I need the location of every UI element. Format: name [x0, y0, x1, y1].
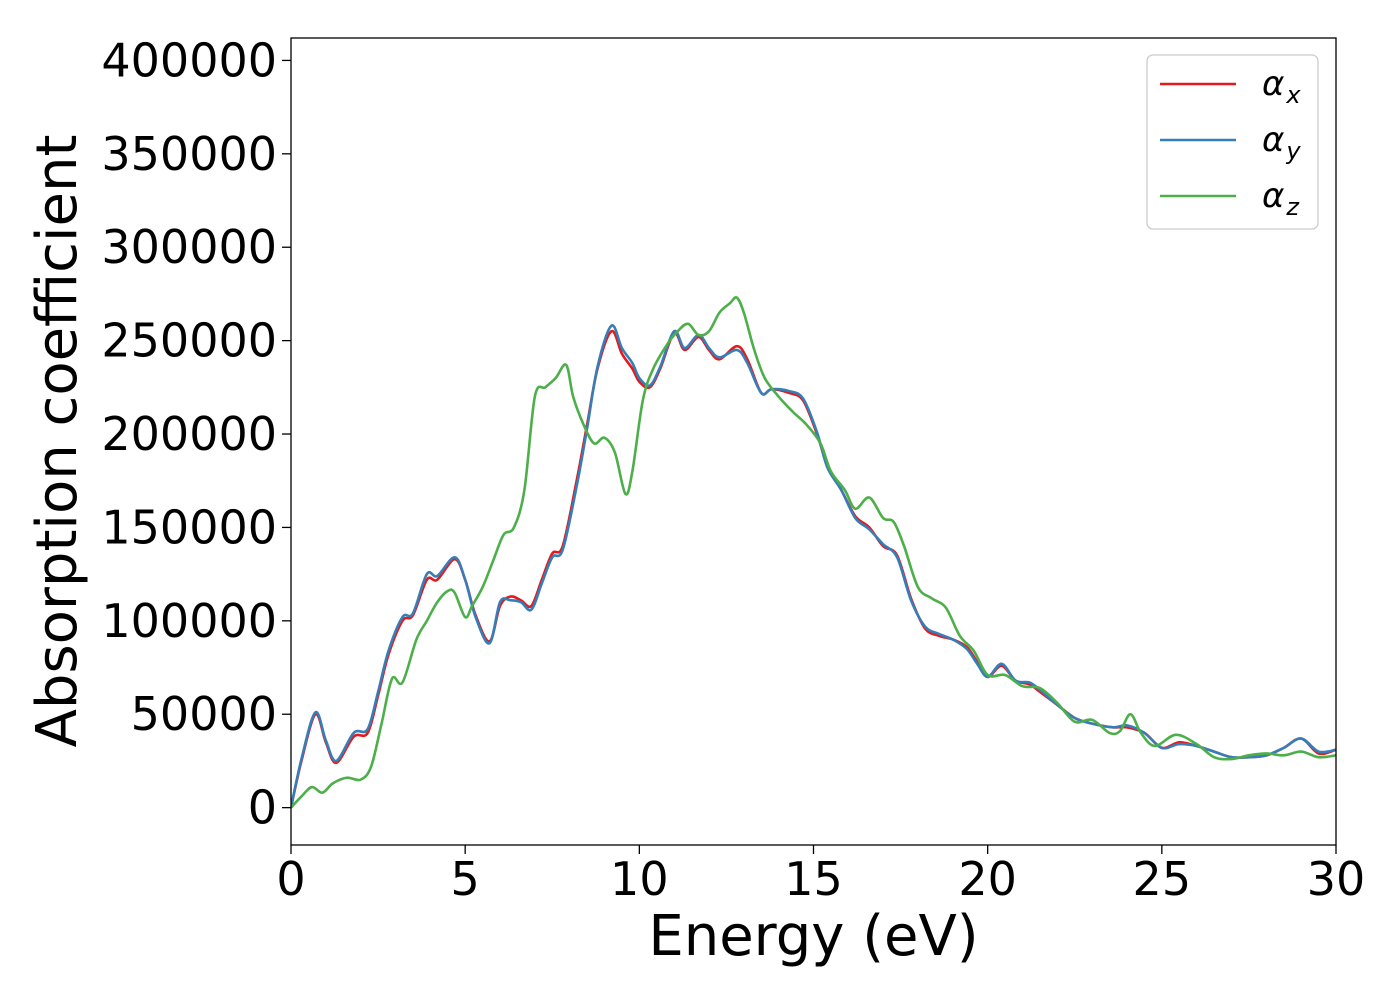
y-tick-label: 150000	[101, 500, 277, 554]
y-tick-label: 250000	[101, 314, 277, 368]
series-line-y	[291, 324, 1336, 808]
y-tick-label: 400000	[101, 33, 277, 87]
legend-label-base: α	[1262, 64, 1284, 104]
y-tick-label: 200000	[101, 407, 277, 461]
y-tick-label: 0	[248, 781, 277, 835]
series-layer	[291, 296, 1336, 809]
legend-label-base: α	[1262, 120, 1284, 160]
y-axis-ticks: 0 50000 100000 150000 200000 250000 300000 3500…	[101, 33, 291, 835]
x-axis-ticks: 0 5 10 15 20 25 30	[276, 845, 1365, 906]
y-tick-label: 50000	[131, 687, 277, 741]
legend-label-x: αx	[1262, 64, 1301, 109]
legend-label-z: αz	[1262, 176, 1300, 221]
x-tick-label: 10	[610, 852, 669, 906]
y-tick-label: 350000	[101, 127, 277, 181]
x-tick-label: 30	[1307, 852, 1366, 906]
legend-box	[1146, 54, 1319, 230]
legend-label-subscript: z	[1285, 193, 1300, 221]
legend-label-subscript: x	[1285, 81, 1301, 109]
x-tick-label: 20	[958, 852, 1017, 906]
legend-label-y: αy	[1262, 120, 1301, 165]
x-tick-label: 15	[784, 852, 843, 906]
x-tick-label: 25	[1133, 852, 1192, 906]
legend-label-subscript: y	[1285, 137, 1301, 165]
x-tick-label: 0	[276, 852, 305, 906]
x-tick-label: 5	[451, 852, 480, 906]
y-tick-label: 300000	[101, 220, 277, 274]
legend-label-base: α	[1262, 176, 1284, 216]
y-tick-label: 100000	[101, 594, 277, 648]
series-line-z	[291, 296, 1336, 809]
x-axis-label: Energy (eV)	[648, 904, 978, 969]
y-axis-label: Absorption coefficient	[25, 135, 90, 748]
